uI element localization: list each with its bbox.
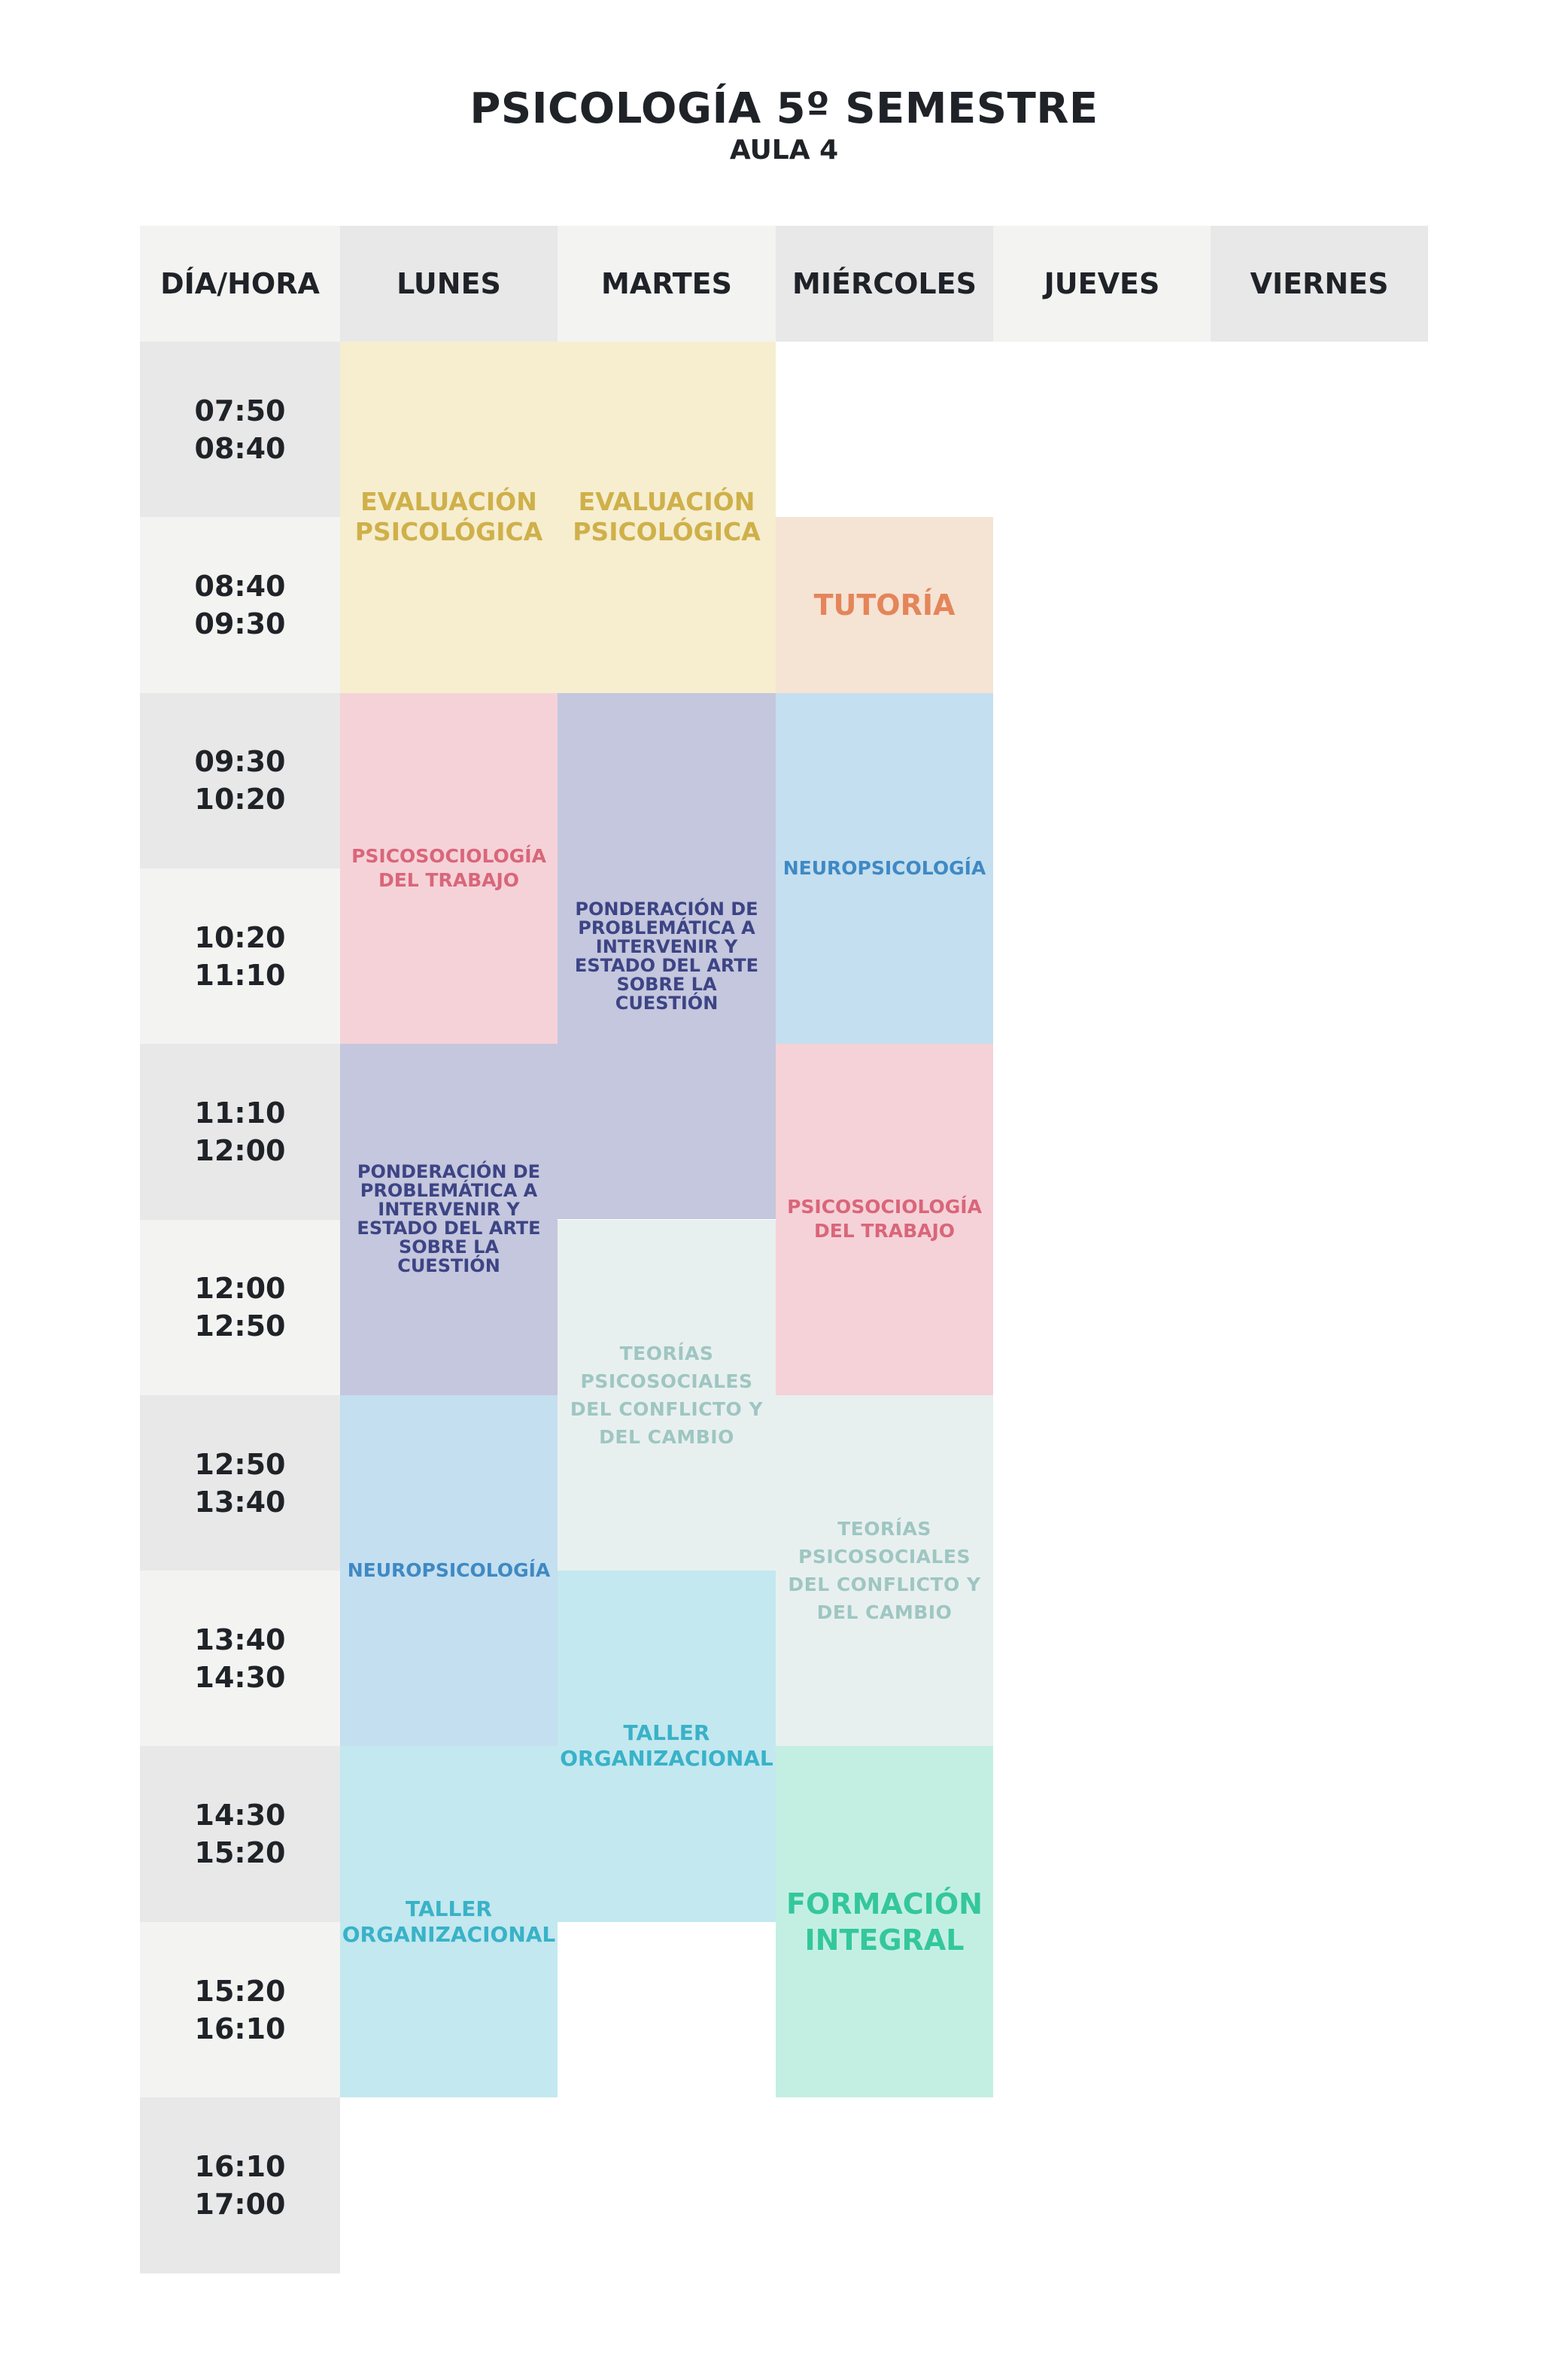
class-label: PONDERACIÓN DE PROBLEMÁTICA A INTERVENIR… [574,898,759,1014]
time-start: 14:30 [194,1799,286,1832]
column-header-miercoles: MIÉRCOLES [776,226,993,342]
time-start: 12:00 [194,1272,286,1306]
class-block-taller-organizacional: TALLER ORGANIZACIONAL [340,1746,558,2097]
class-label: TALLER ORGANIZACIONAL [560,1720,773,1772]
time-slot: 12:50 13:40 [140,1394,340,1571]
class-label: EVALUACIÓN PSICOLÓGICA [354,487,543,547]
class-block-formacion-integral: FORMACIÓN INTEGRAL [776,1746,993,2097]
class-block-neuropsicologia: NEUROPSICOLOGÍA [776,692,993,1045]
time-start: 10:20 [194,920,286,954]
class-block-tutoria: TUTORÍA [776,517,993,693]
time-start: 07:50 [194,394,286,427]
time-slot: 09:30 10:20 [140,692,340,869]
time-end: 16:10 [194,2012,286,2045]
class-block-taller-organizacional: TALLER ORGANIZACIONAL [558,1571,776,1922]
class-label: TALLER ORGANIZACIONAL [342,1896,556,1947]
class-label: PSICOSOCIOLOGÍA DEL TRABAJO [787,1196,982,1242]
class-label: TEORÍAS PSICOSOCIALES DEL CONFLICTO Y DE… [788,1518,981,1624]
class-label: EVALUACIÓN PSICOLÓGICA [573,487,761,547]
time-start: 16:10 [194,2149,286,2183]
class-block-psicosociologia-del-trabajo: PSICOSOCIOLOGÍA DEL TRABAJO [340,692,558,1045]
time-end: 13:40 [194,1485,286,1519]
time-start: 12:50 [194,1447,286,1481]
time-start: 15:20 [194,1974,286,2008]
class-block-teorias-psicosociales-del-conflicto-y-de: TEORÍAS PSICOSOCIALES DEL CONFLICTO Y DE… [558,1219,776,1571]
class-block-teorias-psicosociales-del-conflicto-y-de: TEORÍAS PSICOSOCIALES DEL CONFLICTO Y DE… [776,1394,993,1747]
time-slot: 07:50 08:40 [140,342,340,518]
column-header-jueves: JUEVES [993,226,1211,342]
time-end: 12:00 [194,1134,286,1168]
time-slot: 13:40 14:30 [140,1571,340,1747]
time-end: 17:00 [194,2187,286,2221]
page-subtitle: AULA 4 [729,135,839,166]
time-end: 12:50 [194,1309,286,1343]
class-block-evaluacion-psicologica: EVALUACIÓN PSICOLÓGICA [340,342,558,693]
page-title: PSICOLOGÍA 5º SEMESTRE [469,84,1099,133]
class-block-ponderacion-de-problematica-a-intervenir: PONDERACIÓN DE PROBLEMÁTICA A INTERVENIR… [558,692,776,1220]
time-end: 11:10 [194,958,286,992]
time-slot: 16:10 17:00 [140,2097,340,2273]
time-end: 08:40 [194,431,286,465]
time-slot: 10:20 11:10 [140,868,340,1045]
time-start: 08:40 [194,570,286,604]
time-slot: 08:40 09:30 [140,517,340,694]
class-label: FORMACIÓN INTEGRAL [786,1887,983,1957]
class-label: TUTORÍA [813,588,956,622]
time-end: 09:30 [194,607,286,641]
class-label: PSICOSOCIOLOGÍA DEL TRABAJO [351,844,546,891]
class-label: NEUROPSICOLOGÍA [782,856,986,879]
class-label: PONDERACIÓN DE PROBLEMÁTICA A INTERVENIR… [357,1161,541,1277]
class-block-psicosociologia-del-trabajo: PSICOSOCIOLOGÍA DEL TRABAJO [776,1044,993,1395]
class-block-ponderacion-de-problematica-a-intervenir: PONDERACIÓN DE PROBLEMÁTICA A INTERVENIR… [340,1044,558,1395]
time-start: 13:40 [194,1622,286,1656]
time-end: 10:20 [194,783,286,817]
class-label: NEUROPSICOLOGÍA [347,1559,551,1582]
time-slot: 15:20 16:10 [140,1921,340,2098]
column-header-martes: MARTES [558,226,776,342]
column-header-lunes: LUNES [340,226,558,342]
time-slot: 12:00 12:50 [140,1219,340,1396]
schedule-grid: DÍA/HORA LUNES MARTES MIÉRCOLES JUEVES VIERNE… [140,226,1428,2273]
column-header-viernes: VIERNES [1211,226,1428,342]
time-end: 14:30 [194,1660,286,1694]
class-label: TEORÍAS PSICOSOCIALES DEL CONFLICTO Y DE… [570,1342,764,1448]
class-block-evaluacion-psicologica: EVALUACIÓN PSICOLÓGICA [558,342,776,693]
time-start: 09:30 [194,745,286,779]
time-start: 11:10 [194,1096,286,1130]
time-slot: 14:30 15:20 [140,1746,340,1923]
time-end: 15:20 [194,1836,286,1870]
column-header-dia-hora: DÍA/HORA [140,226,340,342]
time-slot: 11:10 12:00 [140,1044,340,1220]
class-block-neuropsicologia: NEUROPSICOLOGÍA [340,1394,558,1747]
